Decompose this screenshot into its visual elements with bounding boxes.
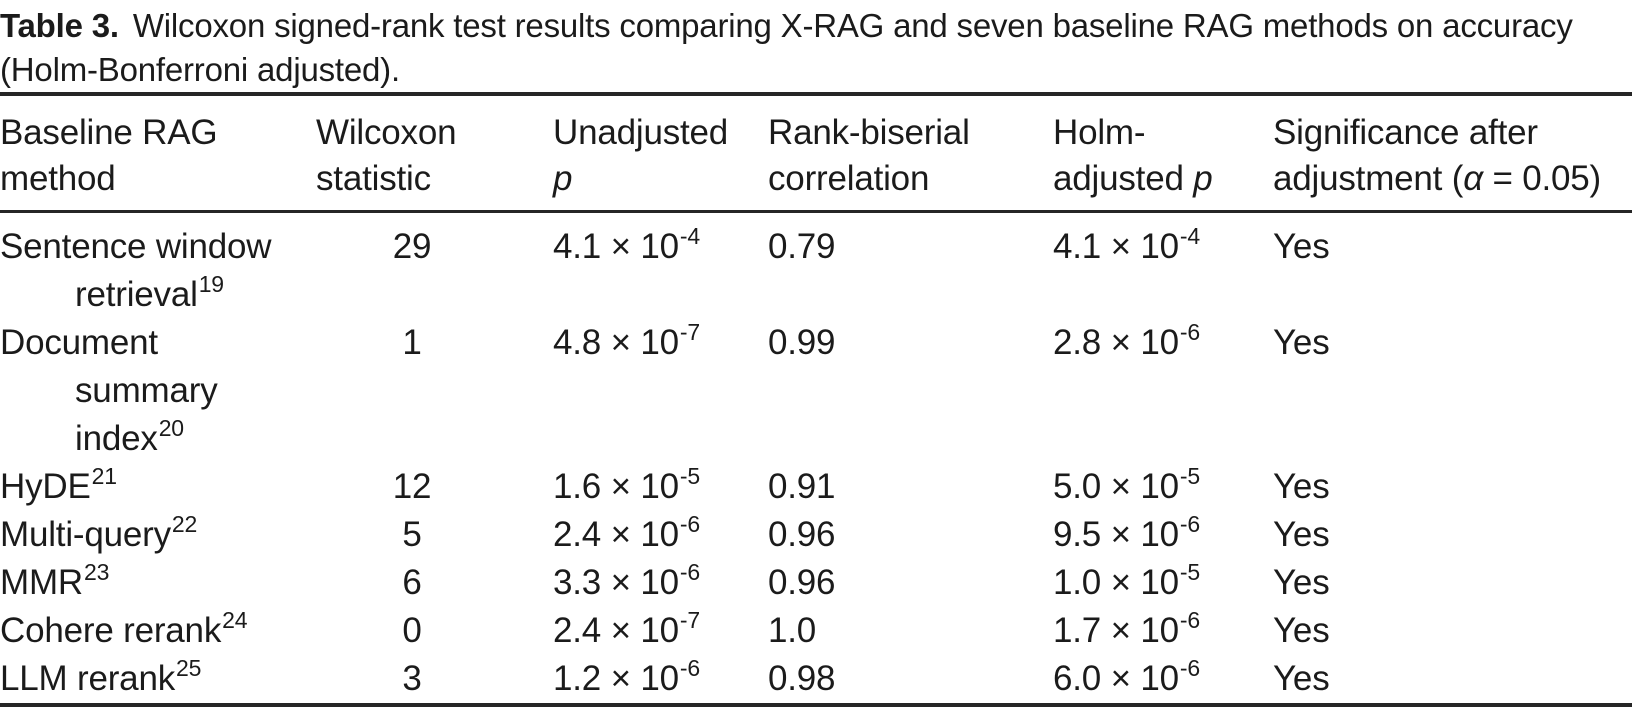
exponent-superscript: -6: [679, 655, 700, 681]
holm-p-cell: 6.0 × 10-6: [1053, 655, 1200, 699]
table-number-label: Table 3.: [0, 7, 119, 44]
unadjusted-p-cell: 2.4 × 10-7: [553, 607, 700, 651]
rank-biserial-cell: 0.98: [768, 659, 836, 698]
exponent-superscript: -6: [679, 511, 700, 537]
exponent-superscript: -6: [679, 559, 700, 585]
header-rank-biserial-correlation: Rank-biserial correlation: [768, 113, 970, 198]
method-cell: HyDE21: [0, 463, 117, 507]
table-row: HyDE21 12 1.6 × 10-5 0.91 5.0 × 10-5 Yes: [0, 463, 1632, 511]
holm-p-cell: 5.0 × 10-5: [1053, 463, 1200, 507]
caption-text-2: (Holm-Bonferroni adjusted).: [0, 51, 400, 88]
reference-superscript: 24: [222, 607, 248, 633]
significance-cell: Yes: [1273, 323, 1330, 362]
exponent-superscript: -5: [679, 463, 700, 489]
exponent-superscript: -5: [1179, 463, 1200, 489]
method-cell: MMR23: [0, 559, 110, 603]
table-row: LLM rerank25 3 1.2 × 10-6 0.98 6.0 × 10-…: [0, 655, 1632, 703]
statistic-cell: 5: [402, 515, 422, 554]
holm-p-cell: 9.5 × 10-6: [1053, 511, 1200, 555]
method-cell: Multi-query22: [0, 511, 198, 555]
significance-cell: Yes: [1273, 659, 1330, 698]
rank-biserial-cell: 1.0: [768, 611, 817, 650]
method-cell: Document summary index20: [0, 323, 218, 458]
header-baseline-rag-method: Baseline RAG method: [0, 113, 218, 198]
table-row: Document summary index20 1 4.8 × 10-7 0.…: [0, 319, 1632, 463]
exponent-superscript: -6: [1179, 319, 1200, 345]
table-row: Multi-query22 5 2.4 × 10-6 0.96 9.5 × 10…: [0, 511, 1632, 559]
unadjusted-p-cell: 1.6 × 10-5: [553, 463, 700, 507]
holm-p-cell: 1.7 × 10-6: [1053, 607, 1200, 651]
statistic-cell: 29: [392, 227, 432, 266]
significance-cell: Yes: [1273, 467, 1330, 506]
caption-line-2: (Holm-Bonferroni adjusted).: [0, 48, 1632, 92]
significance-cell: Yes: [1273, 515, 1330, 554]
exponent-superscript: -5: [1179, 559, 1200, 585]
header-significance-after-adjustment: Significance after adjustment (α = 0.05): [1273, 113, 1602, 198]
exponent-superscript: -7: [679, 607, 700, 633]
reference-superscript: 23: [84, 559, 110, 585]
reference-superscript: 25: [176, 655, 202, 681]
rank-biserial-cell: 0.99: [768, 323, 836, 362]
bottom-rule: [0, 703, 1632, 707]
unadjusted-p-cell: 2.4 × 10-6: [553, 511, 700, 555]
unadjusted-p-cell: 4.1 × 10-4: [553, 223, 700, 267]
table-row: MMR23 6 3.3 × 10-6 0.96 1.0 × 10-5 Yes: [0, 559, 1632, 607]
reference-superscript: 20: [158, 415, 184, 441]
statistic-cell: 1: [402, 323, 422, 362]
statistic-cell: 6: [402, 563, 422, 602]
exponent-superscript: -7: [679, 319, 700, 345]
statistic-cell: 3: [402, 659, 422, 698]
significance-cell: Yes: [1273, 227, 1330, 266]
exponent-superscript: -6: [1179, 607, 1200, 633]
caption-line-1: Table 3. Wilcoxon signed-rank test result…: [0, 4, 1632, 48]
top-rule: [0, 92, 1632, 96]
exponent-superscript: -6: [1179, 511, 1200, 537]
header-holm-adjusted-p: Holm- adjusted p: [1053, 113, 1213, 198]
header-wilcoxon-statistic: Wilcoxon statistic: [316, 113, 457, 198]
rank-biserial-cell: 0.79: [768, 227, 836, 266]
method-cell: LLM rerank25: [0, 655, 202, 699]
table-header-row: Baseline RAG method Wilcoxon statistic U…: [0, 96, 1632, 210]
method-cell: Cohere rerank24: [0, 607, 248, 651]
holm-p-cell: 2.8 × 10-6: [1053, 319, 1200, 363]
table-body: Sentence window retrieval19 29 4.1 × 10-…: [0, 213, 1632, 703]
significance-cell: Yes: [1273, 611, 1330, 650]
exponent-superscript: -4: [1179, 223, 1200, 249]
unadjusted-p-cell: 3.3 × 10-6: [553, 559, 700, 603]
reference-superscript: 21: [91, 463, 117, 489]
table-row: Sentence window retrieval19 29 4.1 × 10-…: [0, 223, 1632, 319]
reference-superscript: 22: [171, 511, 198, 537]
table-caption: Table 3. Wilcoxon signed-rank test result…: [0, 0, 1632, 92]
header-unadjusted-p: Unadjusted p: [553, 113, 729, 198]
caption-text-1: Wilcoxon signed-rank test results compar…: [132, 7, 1573, 44]
exponent-superscript: -4: [679, 223, 700, 249]
rank-biserial-cell: 0.96: [768, 563, 836, 602]
exponent-superscript: -6: [1179, 655, 1200, 681]
statistic-cell: 0: [402, 611, 422, 650]
unadjusted-p-cell: 1.2 × 10-6: [553, 655, 700, 699]
table-row: Cohere rerank24 0 2.4 × 10-7 1.0 1.7 × 1…: [0, 607, 1632, 655]
rank-biserial-cell: 0.91: [768, 467, 836, 506]
header-rule: [0, 210, 1632, 213]
holm-p-cell: 1.0 × 10-5: [1053, 559, 1200, 603]
holm-p-cell: 4.1 × 10-4: [1053, 223, 1200, 267]
method-cell: Sentence window retrieval19: [0, 227, 272, 314]
statistic-cell: 12: [392, 467, 432, 506]
rank-biserial-cell: 0.96: [768, 515, 836, 554]
reference-superscript: 19: [198, 271, 224, 297]
significance-cell: Yes: [1273, 563, 1330, 602]
unadjusted-p-cell: 4.8 × 10-7: [553, 319, 700, 363]
